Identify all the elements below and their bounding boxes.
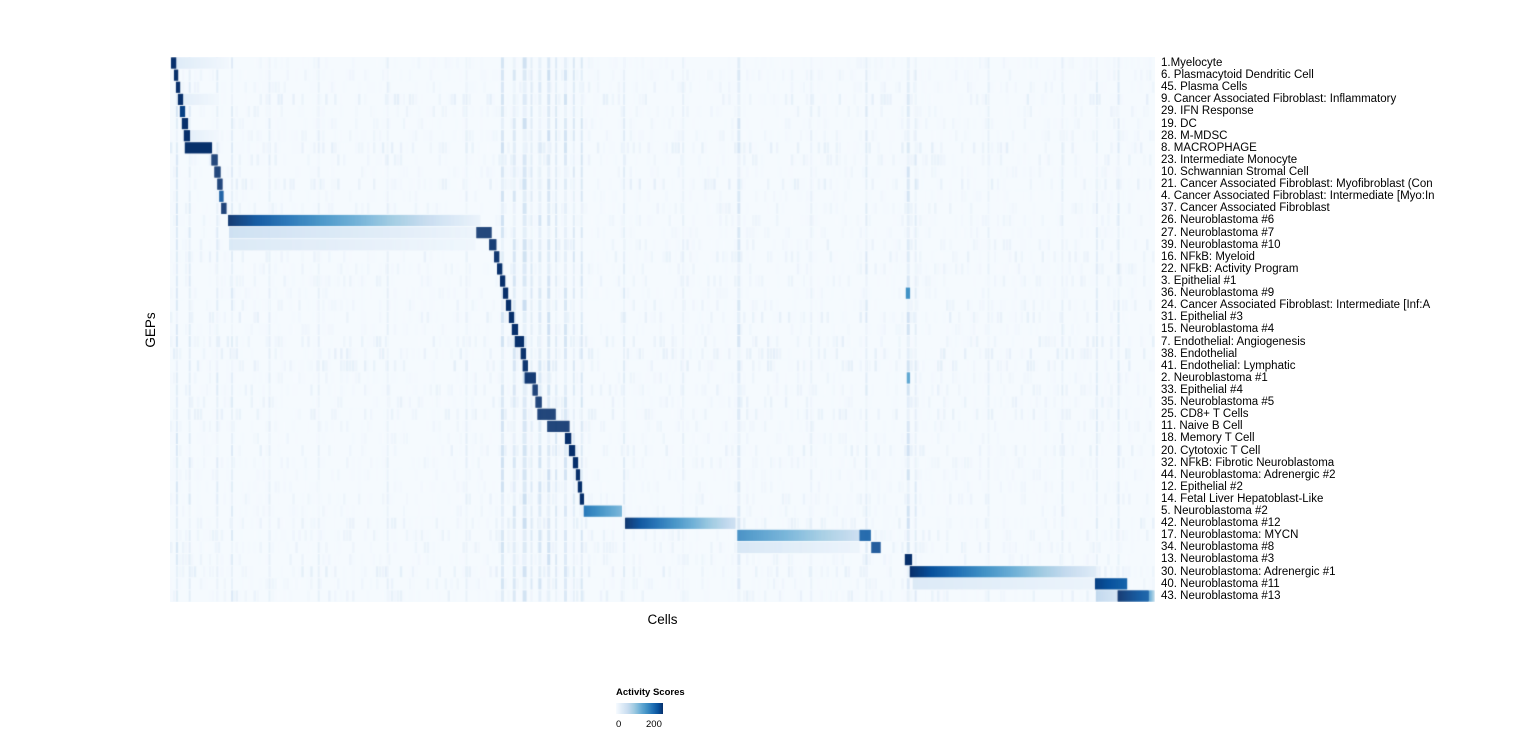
gep-row-label: 36. Neuroblastoma #9 (1161, 287, 1275, 300)
activity-scores-legend: Activity Scores 0 200 (616, 687, 736, 731)
heatmap-canvas (170, 57, 1155, 602)
gep-row-label: 45. Plasma Cells (1161, 81, 1248, 94)
gep-row-label: 33. Epithelial #4 (1161, 383, 1243, 396)
gep-row-label: 4. Cancer Associated Fibroblast: Interme… (1161, 190, 1435, 203)
gep-row-label: 23. Intermediate Monocyte (1161, 153, 1298, 166)
gep-row-label: 15. Neuroblastoma #4 (1161, 323, 1275, 336)
gep-row-label: 39. Neuroblastoma #10 (1161, 238, 1281, 251)
gep-row-label: 24. Cancer Associated Fibroblast: Interm… (1161, 299, 1431, 312)
gep-row-label: 34. Neuroblastoma #8 (1161, 541, 1275, 554)
gep-row-label: 11. Naive B Cell (1161, 420, 1243, 433)
gep-row-label: 35. Neuroblastoma #5 (1161, 396, 1275, 409)
gep-row-label: 9. Cancer Associated Fibroblast: Inflamm… (1161, 93, 1397, 106)
gep-row-label: 3. Epithelial #1 (1161, 274, 1237, 287)
gep-row-label: 16. NFkB: Myeloid (1161, 250, 1255, 263)
gep-row-label: 22. NFkB: Activity Program (1161, 262, 1299, 275)
gep-row-label: 28. M-MDSC (1161, 129, 1228, 142)
gep-row-label: 20. Cytotoxic T Cell (1161, 444, 1261, 457)
gep-row-label: 12. Epithelial #2 (1161, 480, 1243, 493)
gep-row-label: 31. Epithelial #3 (1161, 311, 1243, 324)
gep-row-label: 37. Cancer Associated Fibroblast (1161, 202, 1330, 215)
gep-row-labels: 1.Myelocyte 6. Plasmacytoid Dendritic Cel… (1161, 57, 1435, 602)
gep-row-label: 42. Neuroblastoma #12 (1161, 517, 1281, 530)
gep-row-label: 44. Neuroblastoma: Adrenergic #2 (1161, 468, 1336, 481)
gep-row-label: 1.Myelocyte (1161, 57, 1223, 69)
gep-row-label: 6. Plasmacytoid Dendritic Cell (1161, 69, 1314, 82)
legend-title: Activity Scores (616, 687, 685, 698)
gep-row-label: 25. CD8+ T Cells (1161, 408, 1249, 421)
gep-row-label: 13. Neuroblastoma #3 (1161, 553, 1275, 566)
legend-tick-min: 0 (616, 719, 622, 730)
gep-row-label: 32. NFkB: Fibrotic Neuroblastoma (1161, 456, 1335, 469)
gep-row-label: 40. Neuroblastoma #11 (1161, 577, 1280, 590)
gep-row-label: 43. Neuroblastoma #13 (1161, 589, 1281, 602)
legend-tick-max: 200 (646, 719, 662, 730)
gep-row-label: 29. IFN Response (1161, 105, 1254, 118)
gep-row-label: 14. Fetal Liver Hepatoblast-Like (1161, 492, 1324, 505)
gep-row-label: 19. DC (1161, 117, 1197, 130)
gep-row-label: 2. Neuroblastoma #1 (1161, 371, 1268, 384)
gep-row-label: 8. MACROPHAGE (1161, 141, 1257, 154)
gep-row-label: 5. Neuroblastoma #2 (1161, 505, 1268, 518)
gep-row-label: 10. Schwannian Stromal Cell (1161, 165, 1309, 178)
x-axis-label: Cells (647, 612, 678, 627)
legend-ticks: 0 200 (616, 719, 736, 731)
legend-gradient-bar (616, 703, 663, 714)
gep-row-label: 41. Endothelial: Lymphatic (1161, 359, 1296, 372)
gep-row-label: 18. Memory T Cell (1161, 432, 1255, 445)
gep-row-label: 7. Endothelial: Angiogenesis (1161, 335, 1306, 348)
gep-row-label: 21. Cancer Associated Fibroblast: Myofib… (1161, 178, 1433, 191)
gep-row-label: 27. Neuroblastoma #7 (1161, 226, 1275, 239)
y-axis-label: GEPs (143, 312, 158, 348)
gep-row-label: 17. Neuroblastoma: MYCN (1161, 529, 1299, 542)
gep-row-label: 26. Neuroblastoma #6 (1161, 214, 1275, 227)
gep-row-label: 38. Endothelial (1161, 347, 1238, 360)
gep-row-label: 30. Neuroblastoma: Adrenergic #1 (1161, 565, 1336, 578)
